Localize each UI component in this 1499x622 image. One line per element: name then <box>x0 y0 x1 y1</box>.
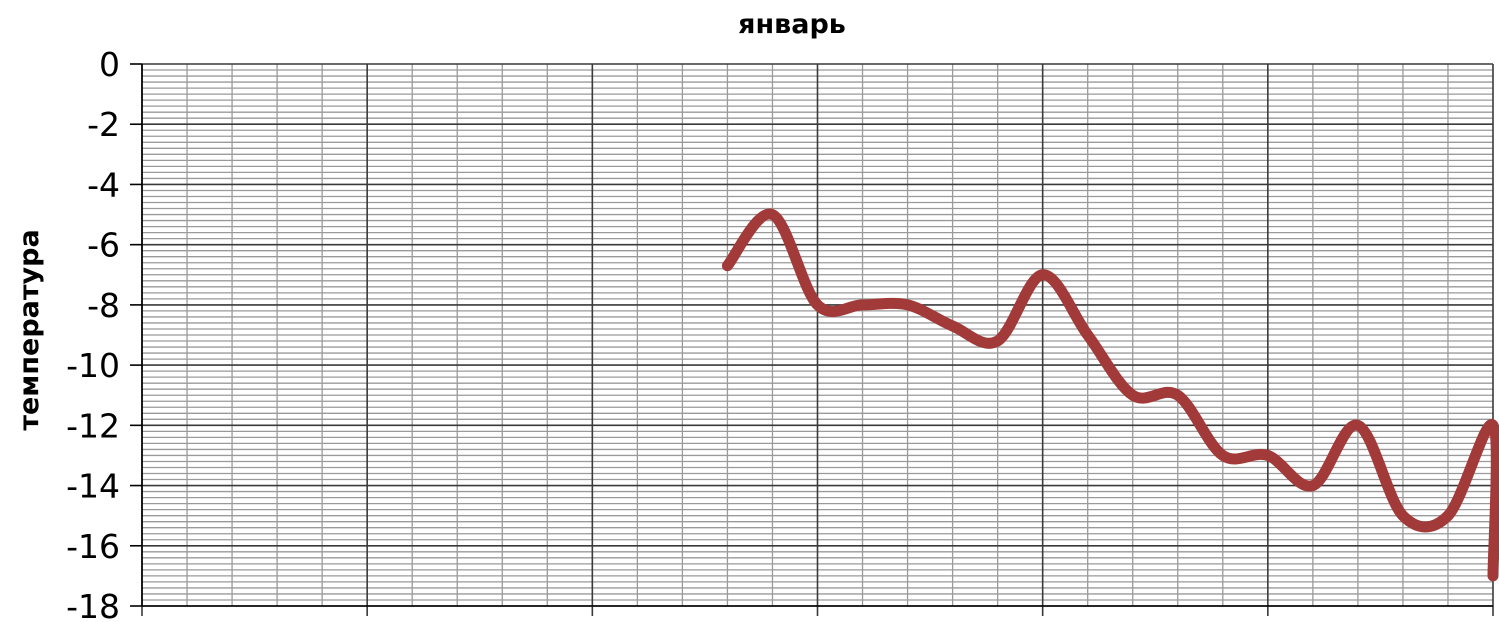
y-tick-label: -12 <box>66 406 120 445</box>
y-tick-label: -2 <box>87 105 120 144</box>
plot-grid <box>141 63 1494 616</box>
y-tick-label: -14 <box>66 467 120 506</box>
y-tick-label: -4 <box>87 165 120 204</box>
chart-title: январь <box>738 9 846 40</box>
y-axis-title: температура <box>14 229 45 430</box>
axes <box>130 63 1493 607</box>
y-tick-label: -18 <box>66 587 120 622</box>
y-tick-label: -8 <box>87 286 120 325</box>
y-tick-label: 0 <box>99 45 120 84</box>
y-tick-label: -16 <box>66 527 120 566</box>
series-layer <box>721 208 1499 582</box>
series-line <box>721 208 1499 582</box>
y-tick-label: -6 <box>87 226 120 265</box>
y-tick-label: -10 <box>66 346 120 385</box>
y-tick-labels: 0 -2 -4 -6 -8 -10 -12 -14 -16 -18 <box>66 45 120 622</box>
